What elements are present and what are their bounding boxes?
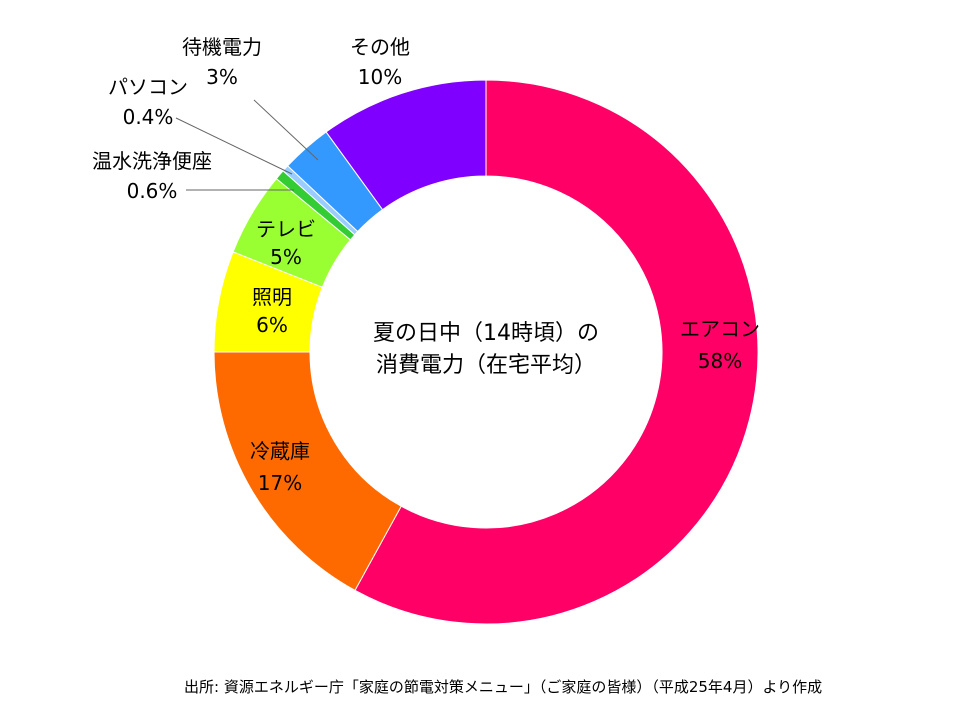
slice-6-value-label: 3% xyxy=(206,65,238,89)
slice-2-value-label: 6% xyxy=(256,313,288,337)
donut-slices xyxy=(213,79,759,625)
slice-1 xyxy=(213,351,402,592)
slice-6-leader-line xyxy=(253,99,319,161)
slice-7-value-label: 10% xyxy=(358,65,402,89)
center-title: 夏の日中（14時頃）の 消費電力（在宅平均） xyxy=(373,321,599,378)
slice-7 xyxy=(325,79,487,211)
slice-3-name-label: テレビ xyxy=(256,217,316,241)
slice-1-name-label: 冷蔵庫 xyxy=(250,439,310,463)
center-title-line2: 消費電力（在宅平均） xyxy=(376,353,596,378)
slice-0 xyxy=(354,79,759,625)
slice-labels: エアコン 58% 冷蔵庫 17% 照明 6% テレビ 5% 温水洗浄便座 0.6% パソコン 0.4%… xyxy=(92,35,760,495)
slice-0-value-label: 58% xyxy=(698,349,742,373)
leader-lines xyxy=(175,99,319,191)
slice-4-value-label: 0.6% xyxy=(127,179,178,203)
source-note: 出所: 資源エネルギー庁「家庭の節電対策メニュー」（ご家庭の皆様）（平成25年4… xyxy=(184,678,823,696)
slice-5-value-label: 0.4% xyxy=(123,105,174,129)
slice-5-leader-line xyxy=(175,117,293,175)
center-title-line1: 夏の日中（14時頃）の xyxy=(373,321,599,346)
slice-0-name-label: エアコン xyxy=(680,317,760,341)
slice-1-value-label: 17% xyxy=(258,471,302,495)
slice-2-name-label: 照明 xyxy=(252,285,292,309)
slice-7-name-label: その他 xyxy=(350,35,410,59)
slice-4-name-label: 温水洗浄便座 xyxy=(92,149,212,173)
slice-5-name-label: パソコン xyxy=(108,75,188,99)
slice-6-name-label: 待機電力 xyxy=(182,35,262,59)
slice-3-value-label: 5% xyxy=(270,245,302,269)
